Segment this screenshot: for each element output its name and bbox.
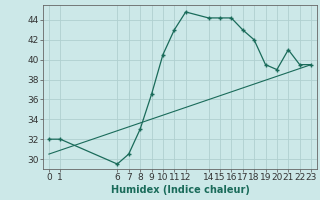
X-axis label: Humidex (Indice chaleur): Humidex (Indice chaleur) [111, 185, 249, 195]
